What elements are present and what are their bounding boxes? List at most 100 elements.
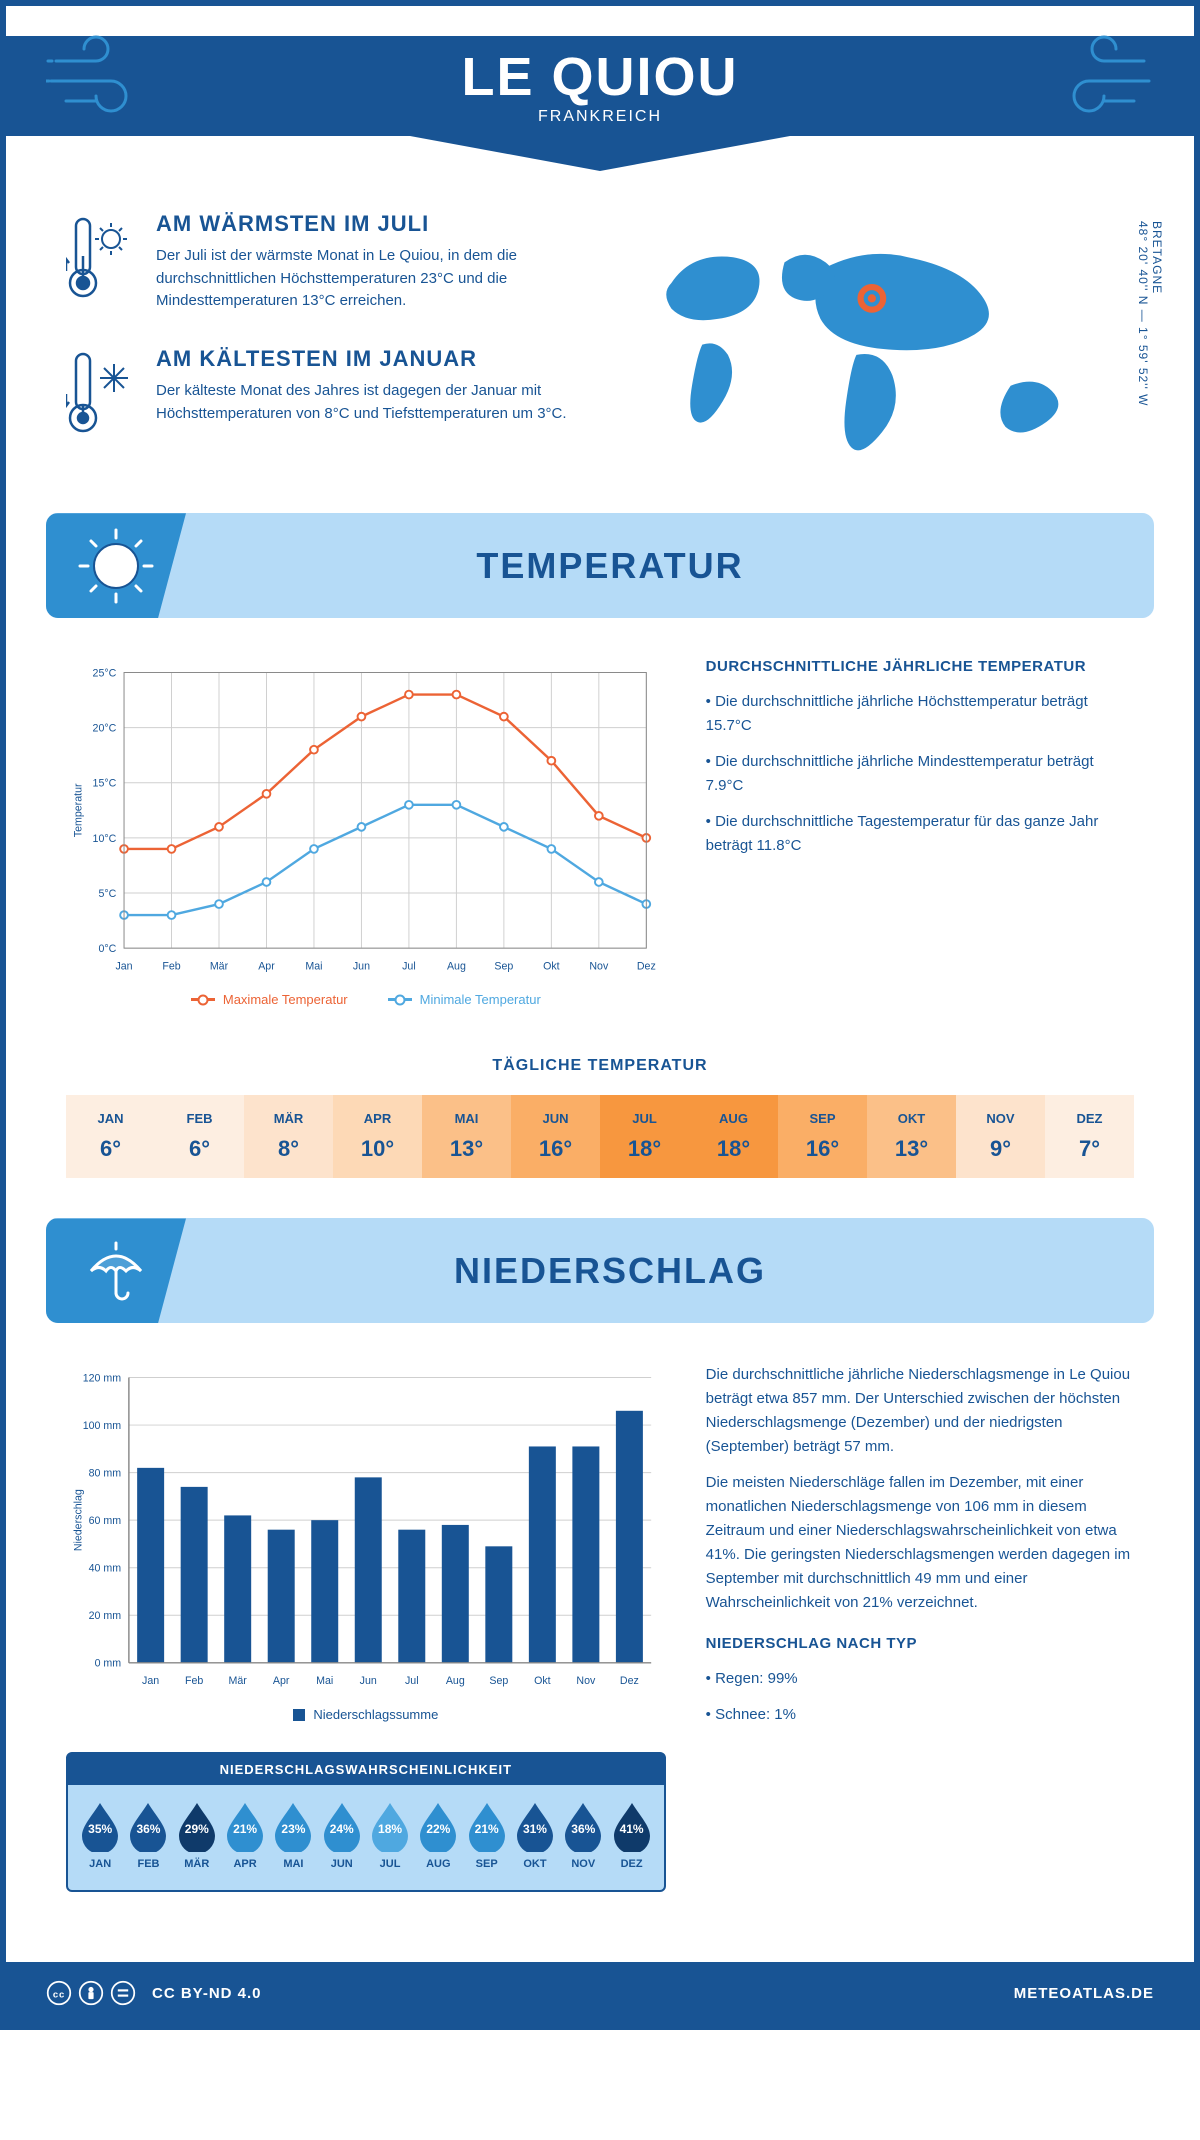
svg-text:Feb: Feb: [162, 961, 180, 973]
world-map-icon: [620, 211, 1134, 478]
svg-text:Jul: Jul: [402, 961, 416, 973]
umbrella-icon: [46, 1218, 186, 1323]
temp-strip-cell: MAI 13°: [422, 1095, 511, 1178]
legend-sum: Niederschlagssumme: [293, 1707, 438, 1722]
drop-month: JUL: [366, 1858, 414, 1870]
drop-value: 29%: [185, 1822, 209, 1836]
temp-strip-cell: SEP 16°: [778, 1095, 867, 1178]
temp-strip-cell: APR 10°: [333, 1095, 422, 1178]
drop-month: APR: [221, 1858, 269, 1870]
svg-text:Sep: Sep: [489, 1676, 508, 1688]
temp-strip-month: DEZ: [1049, 1111, 1130, 1126]
drop-icon: 21%: [223, 1800, 267, 1852]
daily-temp-title: TÄGLICHE TEMPERATUR: [6, 1057, 1194, 1075]
svg-text:20 mm: 20 mm: [89, 1611, 122, 1623]
section-title: NIEDERSCHLAG: [186, 1250, 1154, 1292]
temp-strip-cell: JAN 6°: [66, 1095, 155, 1178]
temperature-chart-row: 0°C5°C10°C15°C20°C25°CJanFebMärAprMaiJun…: [6, 618, 1194, 1047]
svg-text:Niederschlag: Niederschlag: [72, 1490, 84, 1552]
drop-value: 23%: [281, 1822, 305, 1836]
fact-warm-text: Der Juli ist der wärmste Monat in Le Qui…: [156, 245, 580, 313]
precip-drop: 18% JUL: [366, 1800, 414, 1870]
precip-drop: 21% SEP: [463, 1800, 511, 1870]
precip-p2: Die meisten Niederschläge fallen im Deze…: [706, 1471, 1134, 1615]
svg-text:Nov: Nov: [589, 961, 609, 973]
drop-icon: 36%: [561, 1800, 605, 1852]
svg-text:Okt: Okt: [534, 1676, 551, 1688]
svg-text:Temperatur: Temperatur: [72, 783, 84, 837]
precip-p1: Die durchschnittliche jährliche Niedersc…: [706, 1363, 1134, 1459]
ribbon-tail: [6, 136, 1194, 171]
coordinates: BRETAGNE 48° 20' 40'' N — 1° 59' 52'' W: [1136, 221, 1164, 406]
svg-text:5°C: 5°C: [98, 888, 116, 900]
temp-strip-value: 10°: [337, 1136, 418, 1162]
temp-strip-cell: FEB 6°: [155, 1095, 244, 1178]
temp-strip-month: MÄR: [248, 1111, 329, 1126]
drop-month: OKT: [511, 1858, 559, 1870]
by-icon: [78, 1980, 104, 2006]
drop-icon: 24%: [320, 1800, 364, 1852]
temperature-text: DURCHSCHNITTLICHE JÄHRLICHE TEMPERATUR •…: [706, 658, 1134, 1007]
precip-drop: 35% JAN: [76, 1800, 124, 1870]
region-label: BRETAGNE: [1150, 221, 1164, 294]
temp-strip-value: 13°: [426, 1136, 507, 1162]
drop-month: DEZ: [607, 1858, 655, 1870]
svg-text:Feb: Feb: [185, 1676, 203, 1688]
section-precip-header: NIEDERSCHLAG: [46, 1218, 1154, 1323]
wind-icon: [1034, 31, 1154, 126]
precip-drop: 21% APR: [221, 1800, 269, 1870]
drop-month: NOV: [559, 1858, 607, 1870]
temp-strip-month: FEB: [159, 1111, 240, 1126]
temp-strip-value: 18°: [693, 1136, 774, 1162]
drop-value: 18%: [378, 1822, 402, 1836]
precip-drop: 22% AUG: [414, 1800, 462, 1870]
drop-value: 22%: [426, 1822, 450, 1836]
svg-text:10°C: 10°C: [93, 833, 117, 845]
drop-icon: 18%: [368, 1800, 412, 1852]
drop-month: FEB: [124, 1858, 172, 1870]
drop-value: 36%: [571, 1822, 595, 1836]
svg-text:Okt: Okt: [543, 961, 560, 973]
legend-max: Maximale Temperatur: [191, 992, 348, 1007]
map-column: BRETAGNE 48° 20' 40'' N — 1° 59' 52'' W: [620, 211, 1134, 483]
legend-min-label: Minimale Temperatur: [420, 992, 541, 1007]
temp-strip-cell: DEZ 7°: [1045, 1095, 1134, 1178]
drop-month: SEP: [463, 1858, 511, 1870]
intro-row: AM WÄRMSTEN IM JULI Der Juli ist der wär…: [6, 171, 1194, 513]
thermometer-sun-icon: [66, 211, 136, 316]
svg-text:Jun: Jun: [353, 961, 370, 973]
temp-strip-cell: JUL 18°: [600, 1095, 689, 1178]
title-band: LE QUIOU FRANKREICH: [6, 36, 1194, 136]
temp-strip-value: 18°: [604, 1136, 685, 1162]
svg-text:cc: cc: [53, 1990, 65, 2001]
sun-icon: [46, 513, 186, 618]
legend-min: Minimale Temperatur: [388, 992, 541, 1007]
temp-strip-month: MAI: [426, 1111, 507, 1126]
temp-strip-month: JUN: [515, 1111, 596, 1126]
precip-type-2: • Schnee: 1%: [706, 1703, 1134, 1727]
temp-strip-value: 13°: [871, 1136, 952, 1162]
svg-text:0°C: 0°C: [98, 943, 116, 955]
infographic-page: LE QUIOU FRANKREICH: [0, 0, 1200, 2030]
page-title: LE QUIOU: [6, 46, 1194, 108]
facts-column: AM WÄRMSTEN IM JULI Der Juli ist der wär…: [66, 211, 580, 483]
temp-strip-cell: JUN 16°: [511, 1095, 600, 1178]
precip-type-1: • Regen: 99%: [706, 1667, 1134, 1691]
temp-strip-month: AUG: [693, 1111, 774, 1126]
precip-drop: 36% NOV: [559, 1800, 607, 1870]
precip-probability-panel: NIEDERSCHLAGSWAHRSCHEINLICHKEIT 35% JAN …: [66, 1752, 666, 1892]
drop-month: JUN: [318, 1858, 366, 1870]
svg-text:Dez: Dez: [620, 1676, 639, 1688]
temp-strip-month: APR: [337, 1111, 418, 1126]
precip-drop: 36% FEB: [124, 1800, 172, 1870]
temp-strip-month: OKT: [871, 1111, 952, 1126]
fact-cold-text: Der kälteste Monat des Jahres ist dagege…: [156, 380, 580, 425]
precip-drop: 23% MAI: [269, 1800, 317, 1870]
precip-drop: 24% JUN: [318, 1800, 366, 1870]
footer: cc CC BY-ND 4.0 METEOATLAS.DE: [6, 1962, 1194, 2024]
drop-value: 21%: [233, 1822, 257, 1836]
temp-strip-month: JUL: [604, 1111, 685, 1126]
temp-text-heading: DURCHSCHNITTLICHE JÄHRLICHE TEMPERATUR: [706, 658, 1134, 675]
svg-text:20°C: 20°C: [93, 723, 117, 735]
license-text: CC BY-ND 4.0: [152, 1985, 262, 2002]
